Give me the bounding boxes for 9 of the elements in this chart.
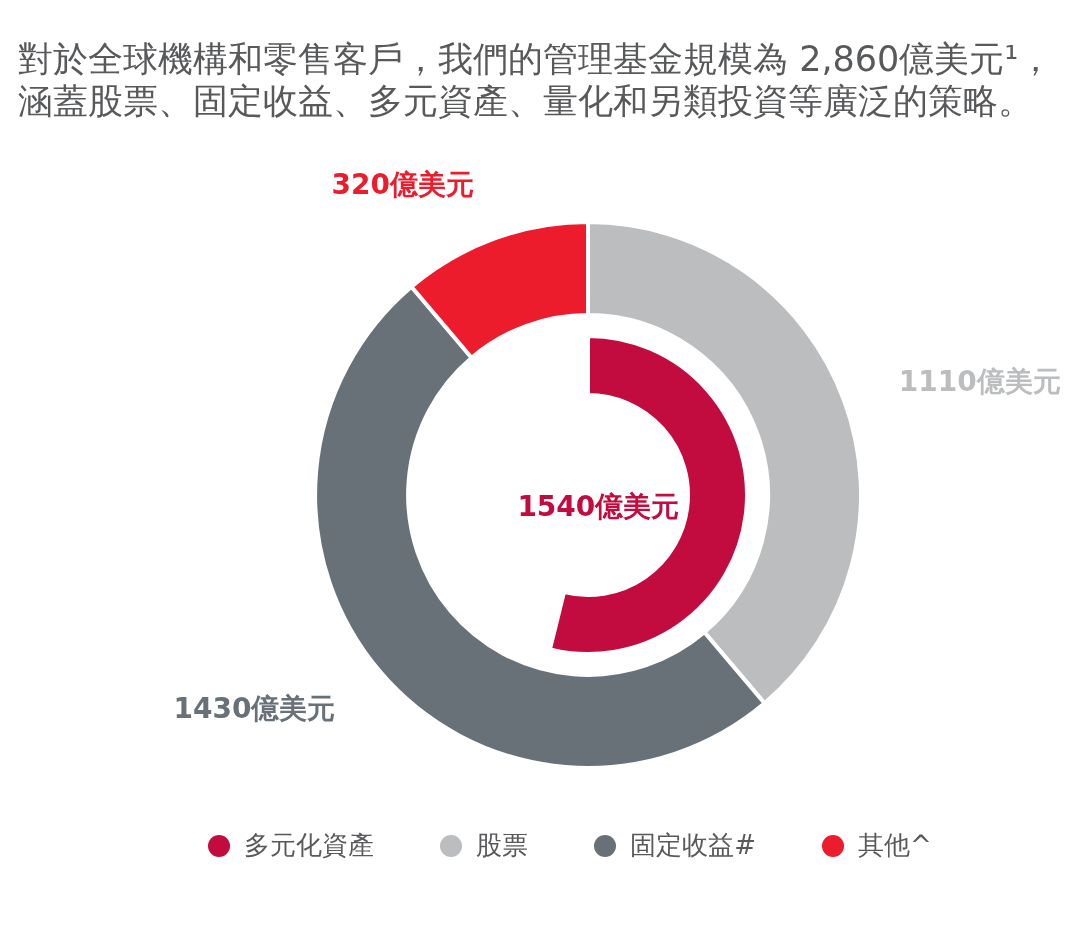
data-label: 320億美元 (331, 167, 475, 201)
data-label: 1540億美元 (517, 489, 680, 523)
data-label: 1110億美元 (898, 364, 1061, 398)
data-label: 1430億美元 (173, 692, 336, 726)
legend-label: 多元化資產 (244, 829, 375, 862)
legend-label: 固定收益# (630, 829, 756, 862)
chart-title: 對於全球機構和零售客戶，我們的管理基金規模為 2,860億美元¹，涵蓋股票、固定收益、多元資產、量化和另類投資等廣泛的策略。 (18, 38, 1055, 122)
legend-label: 股票 (476, 829, 529, 862)
legend-label: 其他^ (858, 829, 932, 862)
